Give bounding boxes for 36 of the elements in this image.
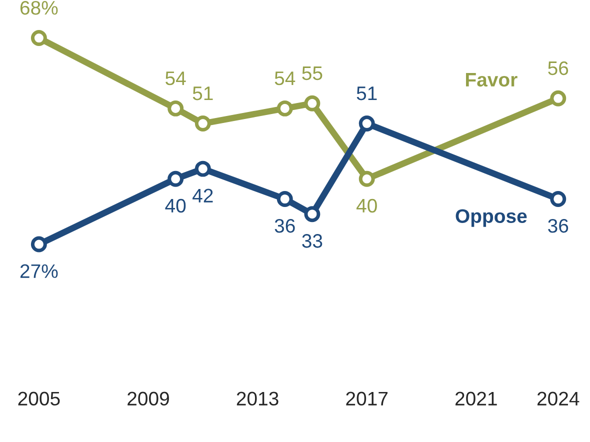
- x-tick-label: 2013: [236, 392, 278, 406]
- point: [194, 116, 211, 132]
- point: [304, 206, 320, 222]
- x-tick-label: 2024: [537, 392, 580, 406]
- data-label: 33: [302, 234, 322, 248]
- point: [358, 170, 375, 187]
- point: [30, 30, 47, 46]
- point: [550, 191, 566, 207]
- data-label: 40: [165, 198, 186, 213]
- data-label: 40: [356, 198, 377, 213]
- x-tick-label: 2017: [346, 392, 388, 406]
- data-label: 36: [274, 218, 295, 233]
- x-tick-label: 2005: [18, 392, 60, 406]
- point: [30, 236, 47, 252]
- point: [358, 116, 375, 132]
- data-label: 54: [274, 72, 296, 86]
- series-label: Favor: [466, 73, 518, 87]
- point: [276, 100, 293, 116]
- point: [276, 191, 293, 207]
- data-label: 54: [166, 72, 186, 86]
- point: [304, 95, 320, 112]
- data-label: 51: [356, 86, 377, 100]
- data-label: 42: [192, 188, 213, 202]
- x-tick-label: 2021: [456, 392, 497, 406]
- point: [168, 170, 184, 187]
- point: [194, 160, 211, 177]
- data-label: 51: [192, 86, 213, 100]
- x-tick-label: 2009: [128, 392, 169, 406]
- data-label: 56: [548, 61, 568, 76]
- point: [550, 90, 566, 106]
- data-label: 68%: [20, 0, 58, 15]
- point: [168, 100, 184, 116]
- data-label: 27%: [20, 264, 58, 278]
- series-label: Oppose: [456, 209, 527, 227]
- data-label: 55: [302, 66, 322, 80]
- data-label: 36: [548, 218, 568, 233]
